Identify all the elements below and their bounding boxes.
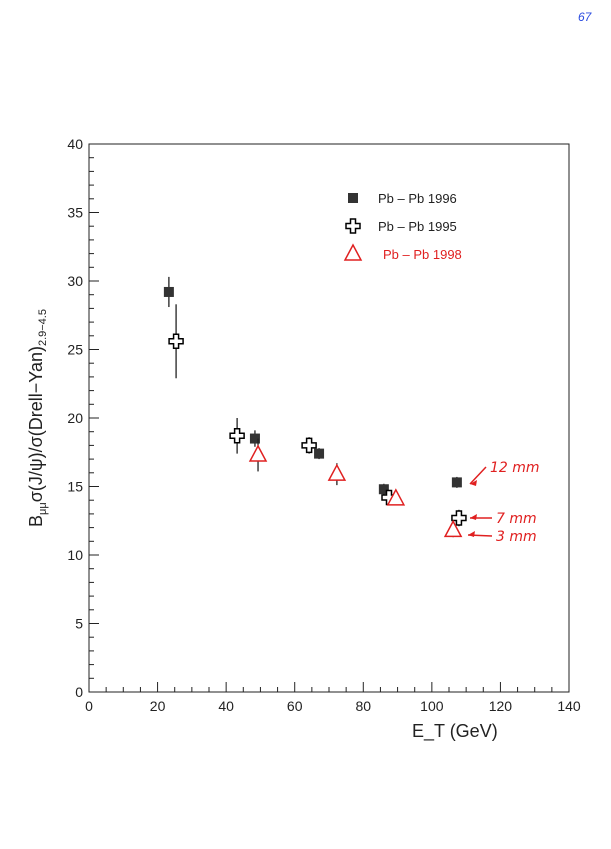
y-tick-label: 5 bbox=[75, 616, 83, 632]
y-tick-label: 35 bbox=[67, 205, 83, 221]
annotation-label: 12 mm bbox=[490, 460, 540, 476]
data-marks bbox=[163, 276, 467, 538]
data-point bbox=[327, 463, 347, 481]
data-point bbox=[386, 488, 406, 506]
data-point bbox=[163, 286, 174, 297]
x-tick-label: 120 bbox=[489, 698, 513, 714]
legend-marker bbox=[343, 243, 363, 261]
x-tick-label: 60 bbox=[287, 698, 303, 714]
data-point bbox=[314, 448, 325, 459]
arrow-head bbox=[468, 531, 475, 537]
x-tick-label: 80 bbox=[355, 698, 371, 714]
legend: Pb – Pb 1996 Pb – Pb 1995 Pb – Pb 1998 bbox=[343, 191, 462, 262]
annotation-label: 7 mm bbox=[496, 511, 537, 527]
y-axis-label: Bμμσ(J/ψ)/σ(Drell−Yan)2.9−4.5 bbox=[26, 309, 49, 527]
annotation-label: 3 mm bbox=[496, 529, 537, 545]
page-number: 67 bbox=[578, 10, 593, 24]
y-tick-label: 0 bbox=[75, 684, 83, 700]
y-tick-label: 40 bbox=[67, 136, 83, 152]
legend-label: Pb – Pb 1995 bbox=[378, 219, 457, 234]
data-point bbox=[248, 444, 268, 462]
data-point bbox=[301, 437, 317, 454]
y-tick-label: 15 bbox=[67, 479, 83, 495]
data-point bbox=[451, 477, 462, 488]
x-tick-label: 20 bbox=[150, 698, 166, 714]
y-tick-label: 25 bbox=[67, 342, 83, 358]
legend-label: Pb – Pb 1998 bbox=[383, 247, 462, 262]
data-point bbox=[451, 510, 467, 526]
legend-marker bbox=[348, 193, 358, 203]
data-point bbox=[249, 433, 260, 444]
plot-frame bbox=[88, 143, 570, 693]
annotations: 12 mm 7 mm 3 mm bbox=[467, 460, 540, 545]
y-tick-label: 20 bbox=[67, 410, 83, 426]
legend-marker bbox=[345, 218, 361, 234]
legend-label: Pb – Pb 1996 bbox=[378, 191, 457, 206]
x-tick-label: 100 bbox=[420, 698, 444, 714]
arrow-head bbox=[470, 480, 477, 486]
y-tick-label: 30 bbox=[67, 273, 83, 289]
x-tick-label: 140 bbox=[557, 698, 581, 714]
y-tick-label: 10 bbox=[67, 547, 83, 563]
arrow-head bbox=[470, 514, 477, 520]
data-point bbox=[443, 519, 463, 538]
x-axis-label: E_T (GeV) bbox=[412, 721, 498, 742]
data-point bbox=[168, 333, 184, 350]
x-tick-label: 40 bbox=[218, 698, 234, 714]
annotation-arrow bbox=[469, 466, 487, 485]
data-point bbox=[378, 484, 389, 495]
x-tick-label: 0 bbox=[85, 698, 93, 714]
data-point bbox=[229, 428, 245, 444]
axes: 0 5 10 15 20 25 30 35 40 0 20 40 60 80 100 120 140 bbox=[67, 136, 580, 714]
